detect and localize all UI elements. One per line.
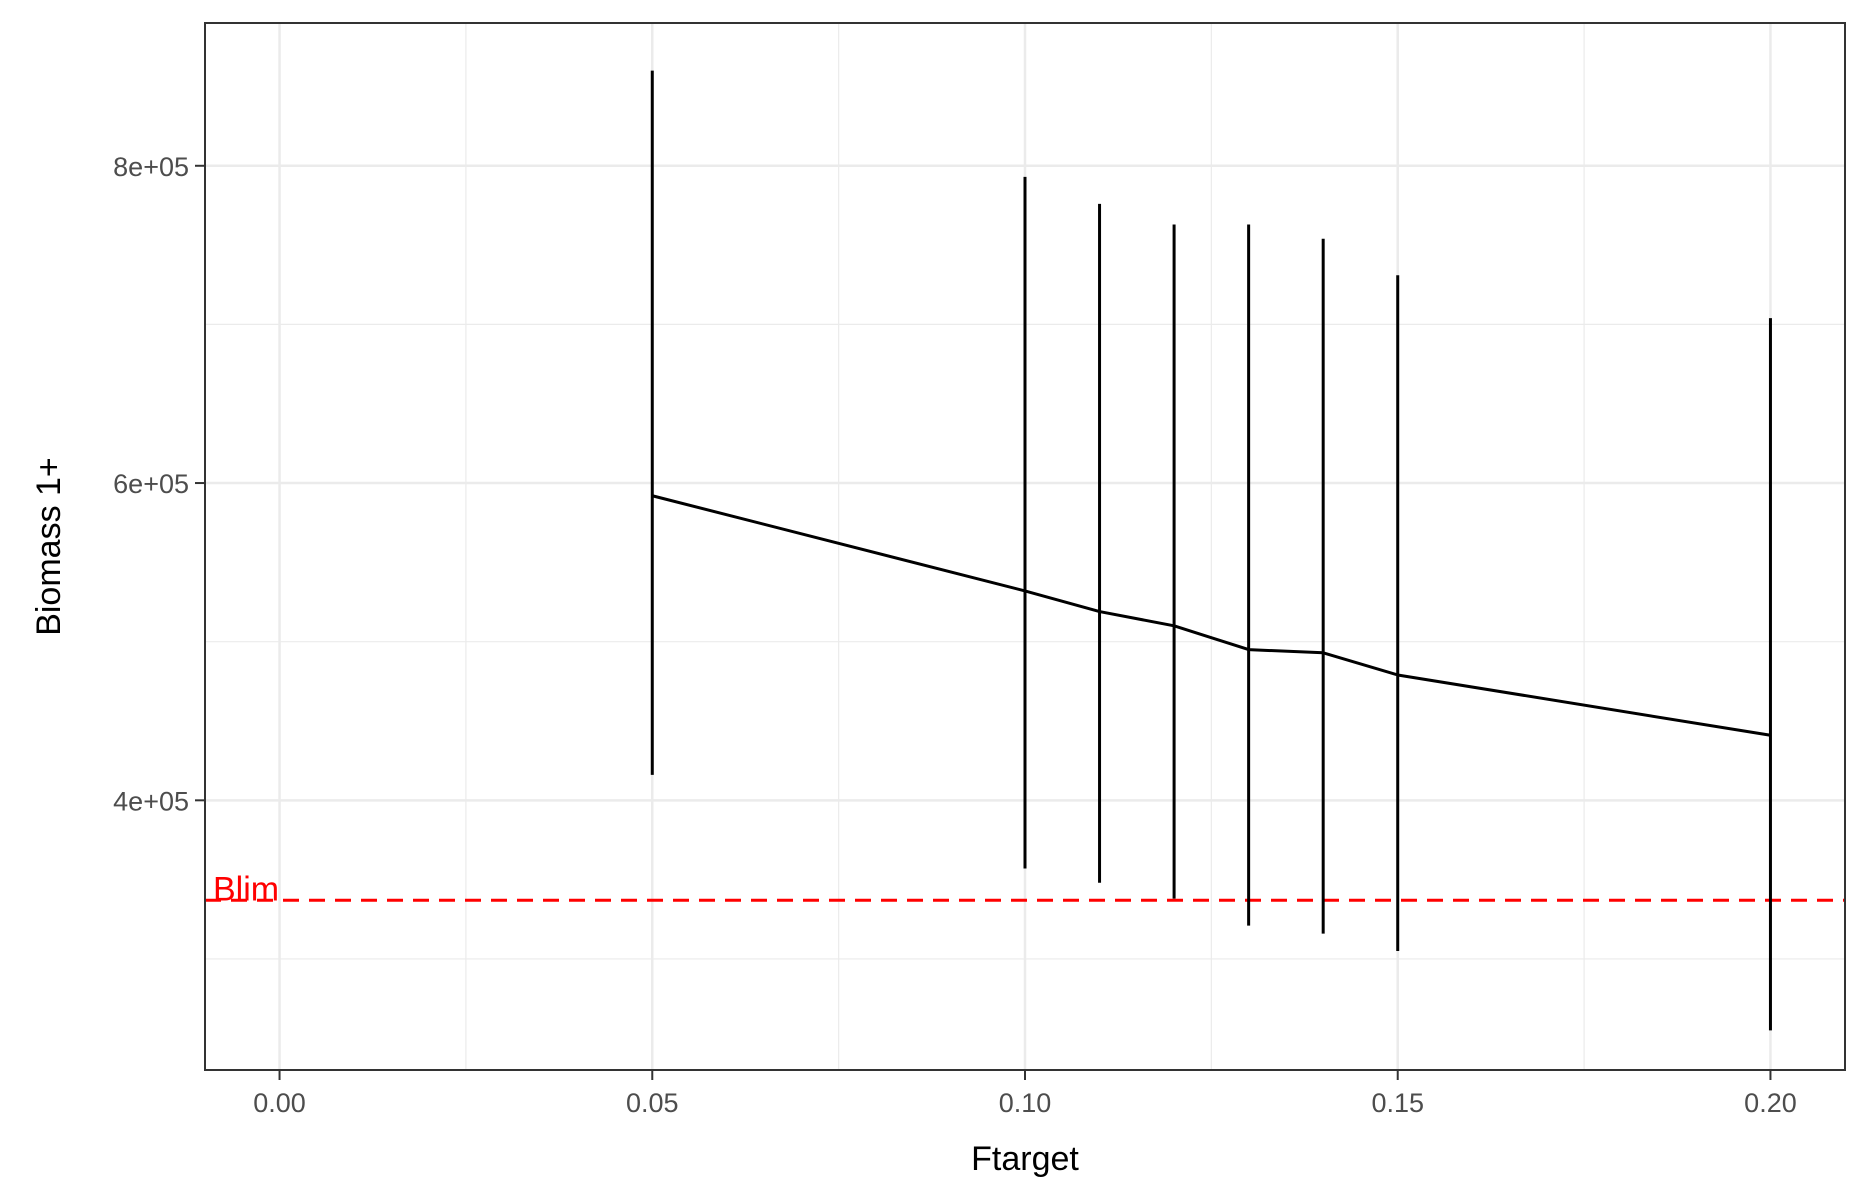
y-axis-title: Biomass 1+ bbox=[30, 457, 68, 636]
axis-ticks: 0.00 0.05 0.10 0.15 0.20 4e+05 6e+05 8e+05 bbox=[113, 152, 1797, 1118]
y-tick-label: 6e+05 bbox=[113, 469, 189, 499]
reference-label-blim: Blim bbox=[213, 870, 279, 908]
y-tick-label: 4e+05 bbox=[113, 786, 189, 816]
x-axis-title: Ftarget bbox=[971, 1140, 1079, 1178]
x-tick-label: 0.05 bbox=[626, 1088, 679, 1118]
reference-lines: Blim bbox=[205, 870, 1845, 908]
median-line bbox=[651, 494, 1771, 737]
x-tick-label: 0.20 bbox=[1744, 1088, 1797, 1118]
x-tick-label: 0.00 bbox=[253, 1088, 306, 1118]
x-tick-label: 0.10 bbox=[999, 1088, 1052, 1118]
x-tick-label: 0.15 bbox=[1371, 1088, 1424, 1118]
error-bars bbox=[650, 70, 1772, 1031]
median-line-group bbox=[651, 494, 1771, 737]
y-tick-label: 8e+05 bbox=[113, 152, 189, 182]
